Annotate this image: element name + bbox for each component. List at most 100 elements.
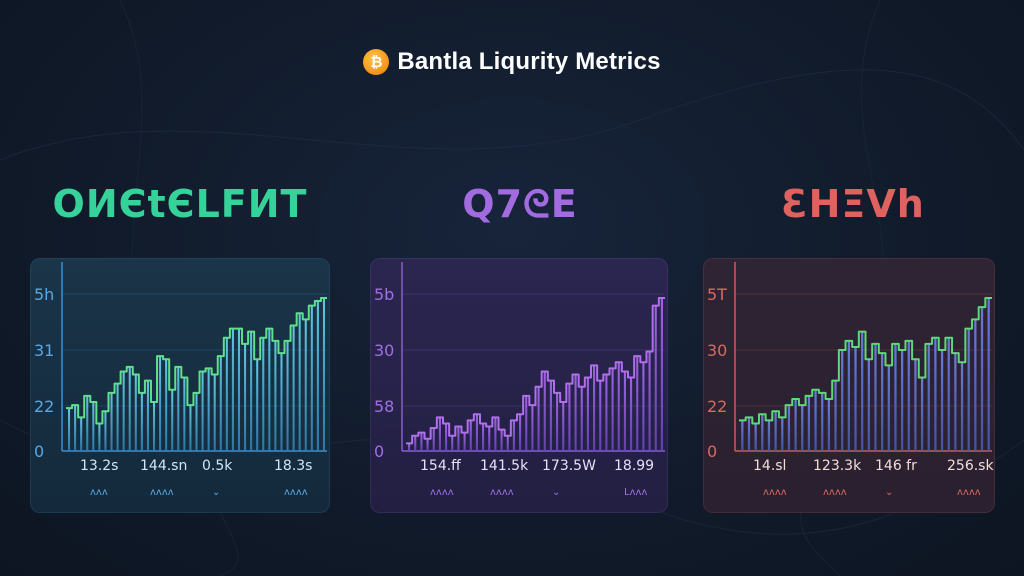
bar (568, 383, 571, 451)
bar (543, 371, 546, 451)
bar (580, 386, 583, 451)
bar (821, 392, 824, 451)
bar (298, 313, 301, 451)
series-line (739, 297, 992, 425)
bar (408, 443, 411, 451)
bar (171, 389, 174, 451)
x-tick-label: 14.sl (753, 458, 786, 474)
bar (980, 307, 984, 451)
bar (987, 298, 990, 451)
y-tick-label: 5T (707, 285, 727, 304)
bar (847, 340, 850, 451)
bar (219, 356, 222, 451)
y-tick-label: 0 (34, 442, 44, 461)
bar (940, 350, 944, 451)
x-sub-label: ᴧᴧᴧᴧ (490, 487, 514, 498)
chart-heading-3: ƐHΞVh (781, 182, 925, 226)
x-tick-label: 144.sn (140, 458, 187, 474)
page-title: Bantla Liqurity Metrics (397, 48, 661, 75)
bar (488, 426, 491, 451)
y-tick-label: 58 (374, 397, 394, 416)
y-tick-label: 30 (707, 341, 727, 360)
bar (140, 392, 143, 451)
y-tick-label: 5h (34, 285, 54, 304)
y-tick-label: 0 (374, 442, 384, 461)
bar (432, 428, 435, 451)
bar (881, 353, 884, 451)
series-line (66, 297, 327, 425)
bar (165, 359, 168, 451)
bar (322, 298, 325, 451)
bar (250, 331, 253, 451)
header: ₿ Bantla Liqurity Metrics (0, 48, 1024, 76)
bar (556, 392, 559, 451)
x-sub-label: ᴧᴧᴧ (90, 487, 108, 498)
bar (648, 351, 651, 451)
bar (68, 408, 71, 451)
bar (262, 337, 265, 451)
bar (152, 402, 156, 451)
bar (122, 371, 125, 451)
bar (599, 380, 602, 451)
x-tick-label: 141.5k (480, 458, 529, 474)
bar (80, 417, 83, 451)
bar (947, 337, 950, 451)
bar (177, 366, 180, 451)
x-sub-label: ᴧᴧᴧᴧ (823, 487, 847, 498)
bar (128, 366, 131, 451)
bar (292, 325, 295, 451)
bar (914, 359, 917, 451)
bar (834, 380, 837, 451)
series-line (406, 297, 665, 445)
bar (920, 377, 924, 451)
bar (867, 359, 870, 451)
x-tick-label: 173.5W (542, 458, 596, 474)
bar (874, 343, 877, 451)
x-tick-label: 13.2s (80, 458, 118, 474)
bar (316, 301, 319, 451)
bar (482, 423, 485, 451)
bar (967, 328, 970, 451)
bar (747, 417, 751, 451)
bar (654, 305, 657, 451)
bar (207, 368, 210, 451)
bar (438, 417, 441, 451)
bar (451, 435, 454, 451)
bar (237, 328, 241, 451)
bar (183, 377, 186, 451)
bar (457, 426, 460, 451)
bar (642, 362, 645, 451)
bar (537, 386, 540, 451)
bar (767, 420, 771, 451)
x-tick-label: 18.99 (614, 458, 654, 474)
bar (519, 414, 522, 451)
bar (469, 420, 472, 451)
x-sub-label: ᴧᴧᴧᴧ (763, 487, 787, 498)
bar (774, 411, 777, 451)
bar (213, 374, 216, 451)
x-sub-label: ᴧᴧᴧᴧ (284, 487, 308, 498)
bar (445, 423, 448, 451)
bar (807, 395, 811, 451)
bar (110, 392, 113, 451)
chart-heading-2: Q7ᘓE (462, 182, 578, 226)
bar (426, 438, 429, 451)
bar (414, 435, 417, 451)
bar (894, 343, 897, 451)
bar (593, 365, 596, 451)
bar (92, 402, 95, 451)
bar (801, 405, 804, 451)
chart-panel-1: 5h 31 22 0 13.2s 144.sn 0.5k 18.3s ᴧᴧᴧ ᴧᴧᴧᴧ ⌄ ᴧᴧᴧᴧ (30, 258, 330, 513)
bar (189, 405, 192, 451)
chart-panel-2: 5b 30 58 0 154.ff 141.5k 173.5W 18.99 ᴧᴧᴧᴧ ᴧᴧᴧᴧ ⌄ L… (370, 258, 668, 513)
bar (225, 337, 228, 451)
chart-svg-3: 5T 30 22 0 14.sl 123.3k 146 fr 256.sk ᴧᴧᴧᴧ ᴧᴧᴧᴧ ⌄ ᴧ… (707, 262, 994, 498)
bar (500, 429, 503, 451)
x-sub-label: ᴧᴧᴧᴧ (150, 487, 174, 498)
x-tick-label: 0.5k (202, 458, 233, 474)
bar (201, 371, 204, 451)
bar (274, 340, 277, 451)
x-sub-label: ᴧᴧᴧᴧ (430, 487, 454, 498)
chart-svg-2: 5b 30 58 0 154.ff 141.5k 173.5W 18.99 ᴧᴧᴧᴧ ᴧᴧᴧᴧ ⌄ L… (374, 262, 665, 498)
bar (146, 380, 149, 451)
